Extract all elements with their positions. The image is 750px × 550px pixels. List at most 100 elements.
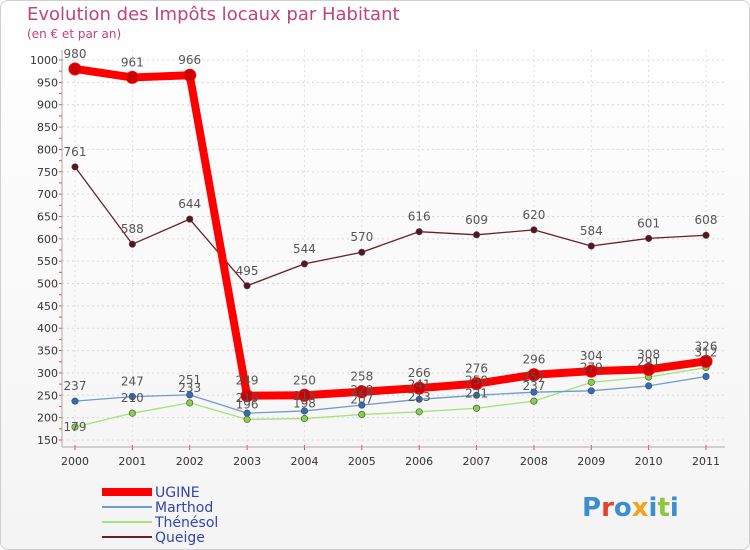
chart-subtitle: (en € et par an) bbox=[27, 27, 122, 41]
data-label-Thénésol: 233 bbox=[178, 381, 201, 395]
series-line-Marthod bbox=[74, 375, 707, 414]
data-label-Marthod: 247 bbox=[121, 375, 144, 389]
data-label-Marthod: 241 bbox=[408, 377, 431, 391]
point-UGINE-2004 bbox=[297, 388, 311, 402]
data-label-Queige: 588 bbox=[121, 222, 144, 236]
legend-label-Thénésol: Thénésol bbox=[154, 515, 218, 531]
data-label-Marthod: 250 bbox=[465, 373, 488, 387]
data-label-Marthod: 228 bbox=[350, 383, 373, 397]
data-label-Thénésol: 210 bbox=[121, 391, 144, 405]
data-label-Thénésol: 237 bbox=[522, 379, 545, 393]
point-Thénésol-2004 bbox=[300, 415, 308, 423]
data-label-UGINE: 296 bbox=[522, 353, 545, 367]
point-UGINE-2005 bbox=[355, 385, 369, 399]
data-label-Queige: 609 bbox=[465, 213, 488, 227]
y-tick-label: 600 bbox=[37, 233, 58, 246]
point-Queige-2009 bbox=[587, 242, 595, 250]
point-Queige-2007 bbox=[473, 231, 481, 239]
point-Queige-2000 bbox=[71, 163, 79, 171]
y-tick-label: 250 bbox=[37, 389, 58, 402]
point-Marthod-2007 bbox=[473, 391, 481, 399]
x-tick-label: 2000 bbox=[61, 455, 89, 468]
x-tick-label: 2006 bbox=[405, 455, 433, 468]
legend-label-UGINE: UGINE bbox=[155, 485, 200, 501]
point-UGINE-2010 bbox=[642, 362, 656, 376]
data-label-Queige: 616 bbox=[408, 210, 431, 224]
data-label-Queige: 544 bbox=[293, 242, 316, 256]
point-Marthod-2000 bbox=[71, 397, 79, 405]
point-UGINE-2008 bbox=[527, 368, 541, 382]
point-UGINE-2009 bbox=[584, 364, 598, 378]
point-UGINE-2001 bbox=[125, 70, 139, 84]
x-tick-label: 2008 bbox=[520, 455, 548, 468]
point-Thénésol-2008 bbox=[530, 397, 538, 405]
data-label-Queige: 570 bbox=[350, 230, 373, 244]
x-tick-label: 2003 bbox=[233, 455, 261, 468]
data-label-UGINE: 980 bbox=[64, 47, 87, 61]
y-tick-label: 1000 bbox=[30, 54, 58, 67]
point-Marthod-2011 bbox=[702, 373, 710, 381]
data-label-Queige: 761 bbox=[64, 145, 87, 159]
axes: 150 200 250 300 350 400 450 500 550 600 650 700 750 8… bbox=[30, 50, 725, 468]
y-tick-label: 950 bbox=[37, 76, 58, 89]
point-Queige-2002 bbox=[186, 215, 194, 223]
y-tick-label: 800 bbox=[37, 143, 58, 156]
y-tick-label: 650 bbox=[37, 210, 58, 223]
data-label-UGINE: 249 bbox=[236, 374, 259, 388]
legend-label-Queige: Queige bbox=[155, 530, 205, 546]
data-label-UGINE: 304 bbox=[580, 349, 603, 363]
data-label-UGINE: 258 bbox=[350, 370, 373, 384]
data-label-Thénésol: 179 bbox=[64, 420, 87, 434]
point-Marthod-2001 bbox=[128, 393, 136, 401]
data-label-Thénésol: 279 bbox=[580, 360, 603, 374]
data-label-UGINE: 966 bbox=[178, 53, 201, 67]
data-label-UGINE: 326 bbox=[695, 339, 718, 353]
y-tick-label: 750 bbox=[37, 166, 58, 179]
point-Queige-2005 bbox=[358, 248, 366, 256]
data-label-UGINE: 961 bbox=[121, 55, 144, 69]
data-label-Thénésol: 312 bbox=[695, 346, 718, 360]
point-Thénésol-2001 bbox=[128, 409, 136, 417]
x-tick-label: 2005 bbox=[348, 455, 376, 468]
data-label-Marthod: 237 bbox=[64, 379, 87, 393]
point-Marthod-2010 bbox=[645, 382, 653, 390]
point-Thénésol-2005 bbox=[358, 411, 366, 419]
point-Marthod-2008 bbox=[530, 388, 538, 396]
point-Marthod-2004 bbox=[300, 407, 308, 415]
point-Queige-2011 bbox=[702, 231, 710, 239]
x-tick-label: 2004 bbox=[290, 455, 318, 468]
point-Thénésol-2003 bbox=[243, 415, 251, 423]
point-Marthod-2009 bbox=[587, 387, 595, 395]
data-label-UGINE: 308 bbox=[637, 347, 660, 361]
point-UGINE-2000 bbox=[68, 62, 82, 76]
data-label-Thénésol: 291 bbox=[637, 355, 660, 369]
y-tick-label: 150 bbox=[37, 434, 58, 447]
point-Marthod-2005 bbox=[358, 401, 366, 409]
data-label-Marthod: 215 bbox=[293, 389, 316, 403]
legend-label-Marthod: Marthod bbox=[155, 500, 213, 516]
point-Thénésol-2007 bbox=[473, 404, 481, 412]
point-Marthod-2003 bbox=[243, 409, 251, 417]
point-Queige-2001 bbox=[128, 240, 136, 248]
y-tick-label: 850 bbox=[37, 121, 58, 134]
point-Queige-2003 bbox=[243, 282, 251, 290]
y-tick-label: 900 bbox=[37, 99, 58, 112]
series-line-Thénésol bbox=[74, 366, 707, 428]
data-label-UGINE: 250 bbox=[293, 373, 316, 387]
point-UGINE-2006 bbox=[412, 381, 426, 395]
point-UGINE-2007 bbox=[470, 377, 484, 391]
data-label-Marthod: 257 bbox=[522, 370, 545, 384]
data-label-Queige: 601 bbox=[637, 216, 660, 230]
y-tick-label: 450 bbox=[37, 300, 58, 313]
y-tick-label: 300 bbox=[37, 367, 58, 380]
data-label-Thénésol: 196 bbox=[236, 397, 259, 411]
x-tick-label: 2011 bbox=[692, 455, 720, 468]
point-Thénésol-2009 bbox=[587, 378, 595, 386]
x-tick-label: 2002 bbox=[176, 455, 204, 468]
data-label-UGINE: 266 bbox=[408, 366, 431, 380]
data-label-Queige: 495 bbox=[236, 264, 259, 278]
point-Queige-2010 bbox=[645, 234, 653, 242]
series-line-UGINE bbox=[71, 64, 710, 400]
